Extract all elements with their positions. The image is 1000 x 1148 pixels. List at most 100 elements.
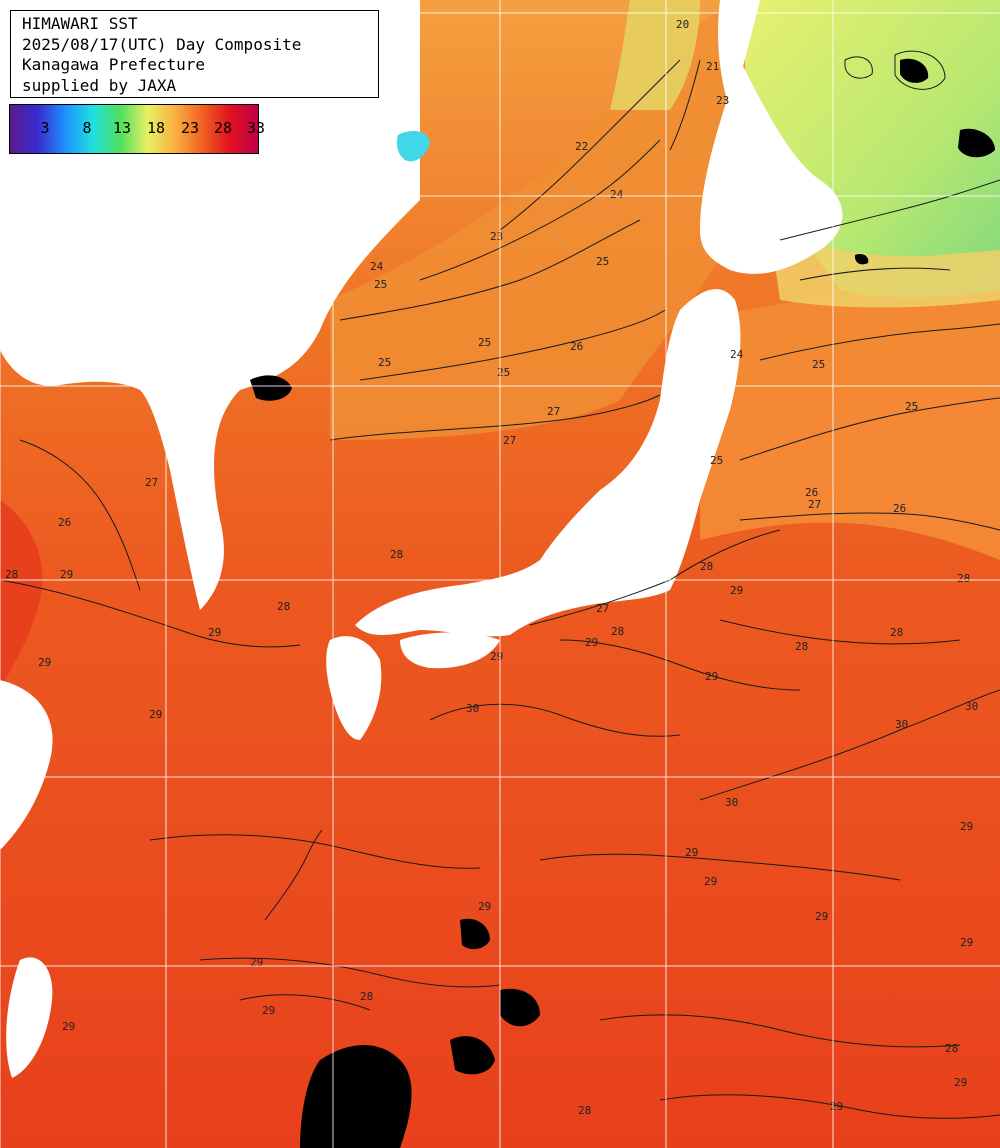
contour-label-30c: 30 [965, 700, 978, 713]
contour-label-30d: 30 [725, 796, 738, 809]
contour-label-29r: 29 [830, 1100, 843, 1113]
contour-29-east-1 [719, 619, 961, 645]
contour-29-south-5 [539, 853, 901, 881]
contour-29-south-4 [149, 834, 481, 869]
legend-tick-28: 28 [213, 119, 233, 137]
contour-label-29m: 29 [815, 910, 828, 923]
land-china-coast [0, 500, 43, 690]
contour-23-japan-sea [499, 59, 681, 231]
contour-25-japan-sea [339, 219, 641, 321]
contour-label-29l: 29 [478, 900, 491, 913]
contour-label-29a: 29 [60, 568, 73, 581]
land-shikoku [400, 632, 500, 669]
cloud-patch-1 [450, 1036, 495, 1075]
title-line-product: HIMAWARI SST [22, 14, 138, 33]
legend-tick-13: 13 [112, 119, 132, 137]
contour-label-23b: 23 [490, 230, 503, 243]
contour-label-29c: 29 [585, 636, 598, 649]
contour-24-japan-sea [419, 139, 661, 281]
contour-ring-ne [844, 56, 873, 79]
contour-30-pacific [699, 689, 1000, 801]
contour-label-25e: 25 [497, 366, 510, 379]
contour-label-24a: 24 [610, 188, 624, 201]
contour-label-28g: 28 [890, 626, 903, 639]
contour-label-26d: 26 [893, 502, 906, 515]
contour-label-28c: 28 [277, 600, 290, 613]
cloud-patch-korea [250, 375, 292, 401]
contour-label-28a: 28 [390, 548, 403, 561]
contour-label-28k: 28 [945, 1042, 958, 1055]
contour-22-cold [669, 59, 701, 151]
contour-27-japan-sea [329, 394, 661, 441]
contour-label-28b: 28 [5, 568, 18, 581]
contour-label-29q: 29 [62, 1020, 75, 1033]
pacific-north-cool-zone [700, 280, 1000, 560]
contour-label-20: 20 [676, 18, 689, 31]
contour-label-26c: 26 [805, 486, 818, 499]
contour-cold-ne-2 [799, 267, 951, 281]
cloud-patch-ne-2 [958, 128, 995, 158]
contour-label-29n: 29 [960, 936, 973, 949]
title-line-supplier: supplied by JAXA [22, 75, 177, 95]
contour-ring-ne-2 [894, 50, 946, 90]
contour-label-29p: 29 [262, 1004, 275, 1017]
land-taiwan [6, 957, 53, 1078]
contour-label-26a: 26 [570, 340, 583, 353]
contour-label-25g: 25 [905, 400, 918, 413]
contour-label-29i: 29 [960, 820, 973, 833]
contour-28-yellow-sea [19, 439, 141, 591]
contour-label-30a: 30 [466, 702, 479, 715]
cyan-lake [396, 130, 430, 162]
contour-label-28i: 28 [360, 990, 373, 1003]
title-box: HIMAWARI SST 2025/08/17(UTC) Day Composi… [10, 10, 379, 98]
contour-label-23a: 23 [716, 94, 729, 107]
contour-label-25b: 25 [374, 278, 387, 291]
contour-label-27e: 27 [808, 498, 821, 511]
contour-29-south-2 [559, 639, 801, 691]
contour-26-japan-sea [359, 309, 666, 381]
contour-label-29o: 29 [250, 956, 263, 969]
legend-tick-8: 8 [82, 119, 92, 137]
contour-label-28d: 28 [611, 625, 624, 638]
contour-label-29k: 29 [704, 875, 717, 888]
land-china-west [0, 680, 53, 850]
land-sakhalin [718, 0, 760, 110]
contour-label-29d: 29 [490, 650, 503, 663]
contour-label-29s: 29 [954, 1076, 967, 1089]
contour-label-22: 22 [575, 140, 588, 153]
legend-tick-labels: 3 8 13 18 23 28 33 [10, 105, 265, 153]
contour-29-south-3 [429, 703, 681, 737]
contour-label-25a: 25 [596, 255, 609, 268]
contour-25-pacific [739, 397, 1000, 461]
okhotsk-yellow-band [610, 0, 700, 110]
land-honshu [355, 289, 741, 637]
contour-29-south-9 [659, 1094, 1000, 1119]
contour-label-29e: 29 [38, 656, 51, 669]
cloud-patch-2 [460, 918, 490, 950]
land-kyushu [326, 636, 382, 740]
contour-label-29f: 29 [149, 708, 162, 721]
contour-label-29b: 29 [208, 626, 221, 639]
contour-28-south-8 [239, 994, 371, 1011]
contour-label-28f: 28 [957, 572, 970, 585]
cloud-south [300, 1045, 412, 1148]
contour-label-25h: 25 [710, 454, 723, 467]
contour-label-24b: 24 [370, 260, 384, 273]
contour-label-26b: 26 [58, 516, 71, 529]
contour-label-25d: 25 [378, 356, 391, 369]
contour-label-24c: 24 [730, 348, 744, 361]
legend-tick-3: 3 [40, 119, 50, 137]
contour-26-pacific [739, 512, 1000, 531]
contour-label-29h: 29 [705, 670, 718, 683]
contour-label-28h: 28 [795, 640, 808, 653]
cloud-patch-3 [500, 988, 540, 1027]
contour-29-south-1 [0, 579, 301, 648]
legend-tick-33: 33 [246, 119, 266, 137]
land-hokkaido [700, 60, 843, 274]
contour-label-25f: 25 [812, 358, 825, 371]
contour-29-south-6 [199, 957, 501, 988]
contour-label-28j: 28 [578, 1104, 591, 1117]
contour-label-29g: 29 [730, 584, 743, 597]
